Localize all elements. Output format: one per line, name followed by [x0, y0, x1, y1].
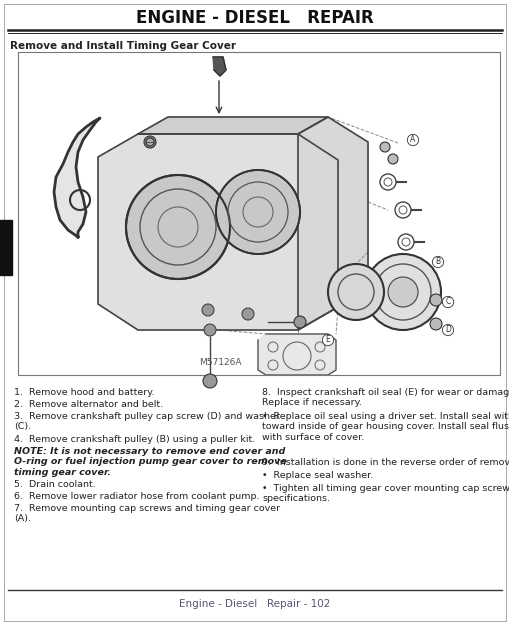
Circle shape: [126, 175, 230, 279]
Polygon shape: [138, 117, 327, 134]
Circle shape: [293, 316, 305, 328]
Circle shape: [429, 318, 441, 330]
Circle shape: [146, 138, 154, 146]
Text: ENGINE - DIESEL   REPAIR: ENGINE - DIESEL REPAIR: [136, 9, 373, 27]
Text: 3.  Remove crankshaft pulley cap screw (D) and washer
(C).: 3. Remove crankshaft pulley cap screw (D…: [14, 412, 279, 431]
Text: A: A: [410, 136, 415, 144]
Circle shape: [144, 136, 156, 148]
Circle shape: [242, 308, 253, 320]
Circle shape: [202, 304, 214, 316]
Circle shape: [327, 264, 383, 320]
Circle shape: [379, 142, 389, 152]
Polygon shape: [54, 118, 100, 237]
Text: D: D: [444, 326, 450, 334]
Circle shape: [204, 324, 216, 336]
Circle shape: [387, 277, 417, 307]
Text: NOTE: It is not necessary to remove end cover and
O-ring or fuel injection pump : NOTE: It is not necessary to remove end …: [14, 447, 287, 477]
Text: 6.  Remove lower radiator hose from coolant pump.: 6. Remove lower radiator hose from coola…: [14, 492, 259, 501]
Text: Engine - Diesel   Repair - 102: Engine - Diesel Repair - 102: [179, 599, 330, 609]
Text: •  Replace seal washer.: • Replace seal washer.: [262, 471, 373, 480]
Circle shape: [216, 170, 299, 254]
Polygon shape: [297, 117, 367, 330]
Text: 5.  Drain coolant.: 5. Drain coolant.: [14, 480, 96, 489]
Text: •  Replace oil seal using a driver set. Install seal with lip
toward inside of g: • Replace oil seal using a driver set. I…: [262, 412, 509, 442]
Circle shape: [429, 294, 441, 306]
Text: 2.  Remove alternator and belt.: 2. Remove alternator and belt.: [14, 400, 163, 409]
Text: 1.  Remove hood and battery.: 1. Remove hood and battery.: [14, 388, 154, 397]
Polygon shape: [213, 57, 225, 76]
Text: 7.  Remove mounting cap screws and timing gear cover
(A).: 7. Remove mounting cap screws and timing…: [14, 504, 279, 523]
Text: •  Tighten all timing gear cover mounting cap screws to
specifications.: • Tighten all timing gear cover mounting…: [262, 484, 509, 503]
Text: C: C: [444, 298, 450, 306]
Text: 8.  Inspect crankshaft oil seal (E) for wear or damage.
Replace if necessary.: 8. Inspect crankshaft oil seal (E) for w…: [262, 388, 509, 408]
Polygon shape: [98, 134, 337, 330]
Bar: [0, 220, 12, 275]
Text: 9.  Installation is done in the reverse order of removal.: 9. Installation is done in the reverse o…: [262, 458, 509, 467]
Circle shape: [364, 254, 440, 330]
Polygon shape: [258, 334, 335, 375]
Text: B: B: [435, 258, 440, 266]
Circle shape: [203, 374, 216, 388]
Text: E: E: [325, 336, 330, 344]
Text: M57126A: M57126A: [199, 358, 241, 367]
Text: 4.  Remove crankshaft pulley (B) using a puller kit.: 4. Remove crankshaft pulley (B) using a …: [14, 435, 254, 444]
Bar: [18, 52, 499, 375]
Text: Remove and Install Timing Gear Cover: Remove and Install Timing Gear Cover: [10, 41, 236, 51]
Circle shape: [387, 154, 397, 164]
